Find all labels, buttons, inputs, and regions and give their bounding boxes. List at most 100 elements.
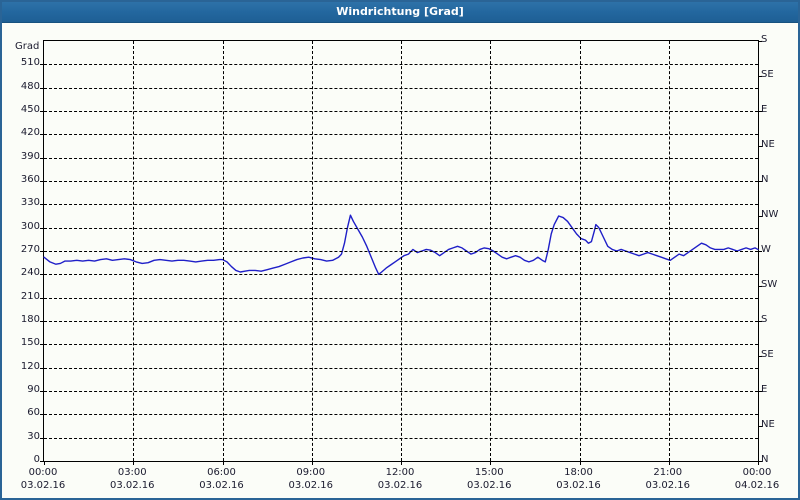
y-axis-label-right: NE	[761, 139, 775, 150]
y-axis-tick-left	[40, 437, 44, 439]
y-axis-tick-right	[758, 321, 762, 322]
y-axis-tick-right	[758, 41, 762, 42]
x-axis-tick	[490, 461, 492, 465]
y-axis-label-left: 420	[20, 127, 40, 139]
x-axis-tick	[133, 461, 135, 465]
x-axis-label-date: 03.02.16	[645, 480, 691, 491]
y-axis-tick-right	[758, 146, 762, 147]
x-axis-label-date: 03.02.16	[109, 480, 155, 491]
gridline-vertical	[490, 41, 492, 461]
wind-direction-series	[43, 214, 759, 276]
y-axis-tick-left	[40, 181, 44, 182]
y-axis-tick-right	[758, 356, 762, 357]
y-axis-label-left: 300	[20, 220, 40, 232]
y-axis-label-right: S	[761, 314, 768, 325]
y-axis-label-right: SE	[761, 349, 774, 360]
x-axis-label: 12:00 03.02.16	[365, 466, 435, 492]
y-axis-tick-left	[40, 274, 44, 276]
y-axis-tick-left	[40, 414, 44, 416]
x-axis-label-date: 03.02.16	[466, 480, 512, 491]
y-axis-label-left: 0	[33, 454, 40, 465]
x-axis-label-time: 00:00	[28, 467, 58, 478]
y-axis-tick-right	[758, 426, 762, 427]
x-axis-labels: 00:00 03.02.16 03:00 03.02.16 06:00 03.02.16 0…	[2, 466, 798, 498]
y-axis-label-right: N	[761, 174, 769, 185]
y-axis-tick-right	[758, 286, 762, 287]
x-axis-label: 03:00 03.02.16	[97, 466, 167, 492]
y-axis-tick-right	[758, 461, 762, 462]
x-axis-tick	[44, 461, 45, 465]
x-axis-label-time: 06:00	[207, 467, 236, 478]
x-axis-label-time: 12:00	[385, 467, 415, 478]
y-axis-tick-right	[758, 76, 762, 77]
x-axis-tick	[401, 461, 402, 465]
gridline-vertical	[401, 41, 402, 461]
y-axis-tick-left	[40, 251, 44, 252]
y-axis-label-right: E	[761, 384, 768, 395]
y-axis-label-right: NE	[761, 419, 775, 430]
y-axis-tick-left	[40, 461, 44, 462]
window-title-bar: Windrichtung [Grad]	[2, 2, 798, 23]
y-axis-tick-left	[40, 391, 44, 392]
x-axis-label: 00:00 03.02.16	[8, 466, 78, 492]
gridline-vertical	[222, 41, 224, 461]
y-axis-label-right: E	[761, 104, 768, 115]
x-axis-label-date: 03.02.16	[20, 480, 66, 491]
x-axis-label-date: 03.02.16	[556, 480, 601, 491]
y-axis-tick-left	[40, 227, 44, 229]
plot-area	[40, 40, 762, 465]
x-axis-label-date: 03.02.16	[377, 480, 423, 491]
y-axis-label-left: 390	[20, 150, 40, 162]
y-axis-left-title: Grad	[15, 41, 40, 52]
y-axis-label-left: 480	[20, 80, 40, 92]
x-axis-label-time: 03:00	[117, 467, 147, 478]
y-axis-tick-right	[758, 111, 762, 112]
x-axis-tick	[222, 461, 224, 465]
y-axis-label-left: 30	[27, 430, 40, 442]
y-axis-label-left: 240	[20, 267, 40, 279]
x-axis-tick	[311, 461, 313, 465]
gridline-vertical	[668, 41, 670, 461]
y-axis-left: 510 480 450 420 390 360 330 300 270 240 210 180 150 1…	[2, 40, 40, 465]
x-axis-label-date: 03.02.16	[199, 480, 244, 491]
x-axis-label-date: 04.02.16	[734, 480, 780, 491]
x-axis-label-time: 15:00	[474, 467, 504, 478]
y-axis-tick-left	[40, 204, 44, 206]
x-axis-tick	[579, 461, 581, 465]
gridline-vertical	[579, 41, 581, 461]
y-axis-label-left: 270	[20, 244, 40, 255]
y-axis-label-left: 450	[20, 104, 40, 115]
y-axis-label-right: S	[761, 34, 768, 45]
chart-canvas: Grad 510 480 450 420 390 360 330 300 270 240 210 18…	[2, 23, 798, 498]
y-axis-tick-left	[40, 157, 44, 159]
y-axis-label-right: SE	[761, 69, 774, 80]
y-axis-label-left: 510	[20, 57, 40, 69]
page-title: Windrichtung [Grad]	[336, 5, 464, 18]
y-axis-label-right: NW	[761, 209, 779, 220]
x-axis-tick	[758, 461, 759, 465]
y-axis-tick-left	[40, 297, 44, 299]
y-axis-label-left: 360	[20, 174, 40, 185]
y-axis-tick-left	[40, 64, 44, 66]
gridline-vertical	[311, 41, 313, 461]
y-axis-label-left: 180	[20, 314, 40, 325]
y-axis-tick-left	[40, 134, 44, 136]
y-axis-tick-right	[758, 181, 762, 182]
y-axis-tick-right	[758, 216, 762, 217]
y-axis-right: S SE E NE N NW W SW S SE E NE N	[761, 35, 797, 465]
x-axis-label: 06:00 03.02.16	[187, 466, 257, 492]
x-axis-label-date: 03.02.16	[288, 480, 334, 491]
y-axis-label-right: SW	[761, 279, 778, 290]
y-axis-label-left: 120	[20, 360, 40, 372]
x-axis-label-time: 09:00	[296, 467, 326, 478]
y-axis-label-left: 60	[27, 407, 40, 419]
x-axis-label-time: 00:00	[742, 467, 772, 478]
y-axis-label-left: 330	[20, 197, 40, 209]
gridline-vertical	[133, 41, 135, 461]
x-axis-label: 18:00 03.02.16	[544, 466, 614, 492]
y-axis-tick-left	[40, 321, 44, 322]
y-axis-label-left: 210	[20, 290, 40, 302]
y-axis-tick-right	[758, 391, 762, 392]
series-line-chart	[43, 214, 759, 276]
y-axis-tick-left	[40, 111, 44, 112]
